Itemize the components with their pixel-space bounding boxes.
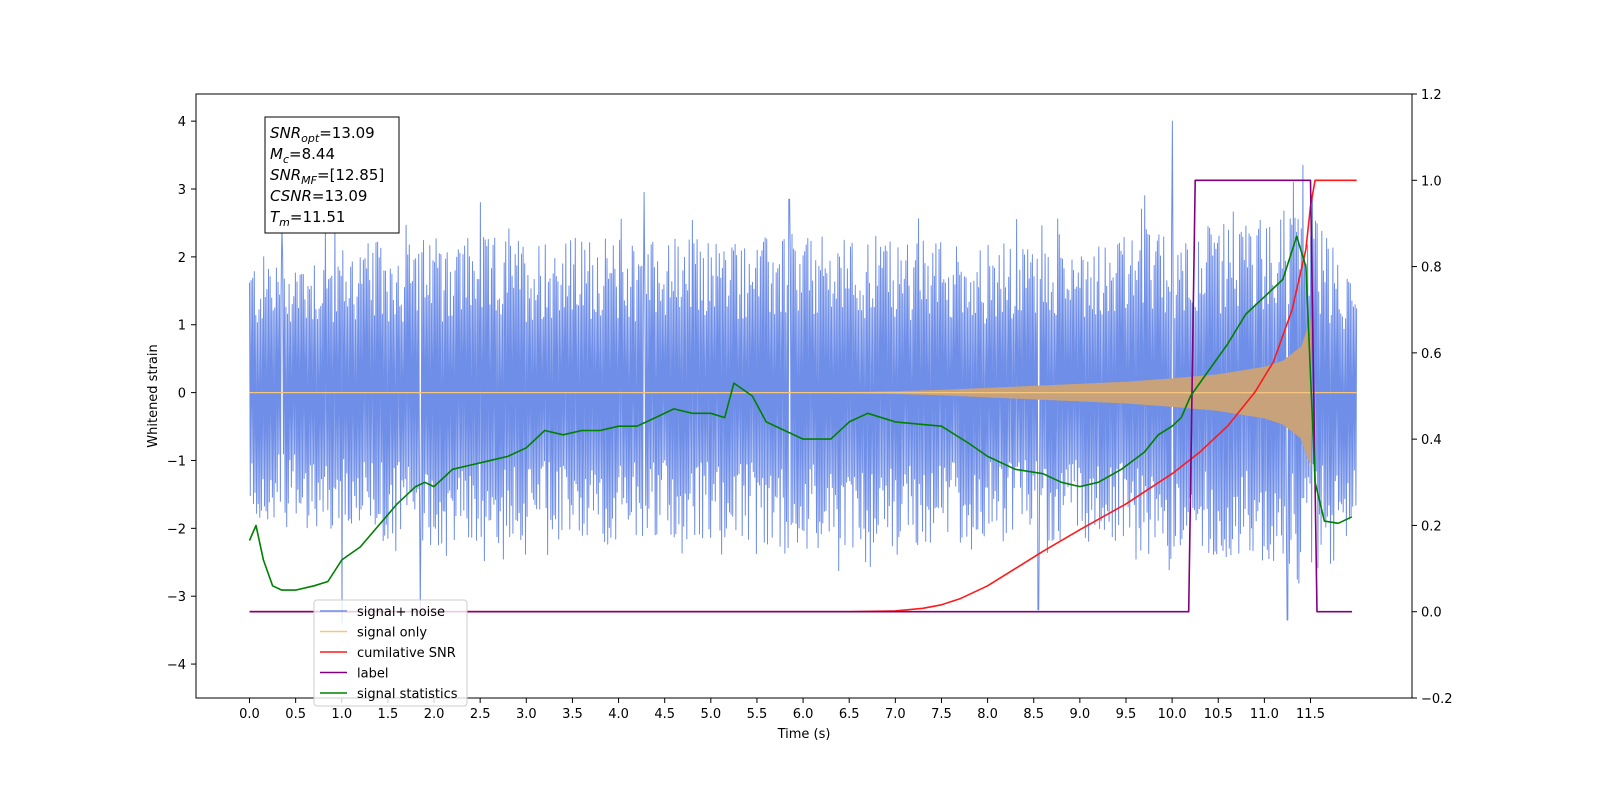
y-left-tick-label: −1 bbox=[167, 454, 186, 469]
series-signal-statistics bbox=[248, 235, 1353, 591]
y-right-tick-label: 1.2 bbox=[1421, 88, 1442, 103]
y-left-tick-label: 4 bbox=[178, 115, 186, 130]
x-tick-label: 5.0 bbox=[700, 707, 721, 722]
x-tick-label: 0.5 bbox=[285, 707, 306, 722]
annotation-line: SNRopt=13.09 bbox=[270, 124, 375, 145]
y-right-tick-label: −0.2 bbox=[1421, 692, 1453, 707]
y-right-tick-label: 0.0 bbox=[1421, 606, 1442, 621]
series-signal-noise bbox=[249, 120, 1358, 624]
legend: signal+ noise signal only cumilative SNR la… bbox=[313, 599, 468, 707]
y-axis-label: Whitened strain bbox=[146, 344, 161, 447]
x-axis-label: Time (s) bbox=[777, 727, 831, 742]
y-right-tick-label: 0.2 bbox=[1421, 519, 1442, 534]
x-tick-label: 10.0 bbox=[1158, 707, 1187, 722]
plot-area bbox=[248, 120, 1358, 624]
x-tick-label: 8.0 bbox=[977, 707, 998, 722]
series-cumulative-snr bbox=[249, 179, 1357, 613]
series-label bbox=[249, 179, 1352, 613]
x-tick-label: 7.0 bbox=[885, 707, 906, 722]
legend-entry: cumilative SNR bbox=[357, 646, 456, 661]
y-left-tick-label: −4 bbox=[167, 658, 186, 673]
x-tick-label: 1.5 bbox=[378, 707, 399, 722]
legend-entry: signal statistics bbox=[357, 687, 458, 702]
x-tick-label: 8.5 bbox=[1023, 707, 1044, 722]
x-tick-label: 9.0 bbox=[1070, 707, 1091, 722]
axis-ticks: 0.0 0.5 1.0 1.5 2.0 2.5 3.0 3.5 4.0 4.5 5.0 5.5 6.0 6… bbox=[167, 88, 1453, 722]
y-left-tick-label: 1 bbox=[178, 319, 186, 334]
x-tick-label: 11.0 bbox=[1250, 707, 1279, 722]
y-right-tick-label: 1.0 bbox=[1421, 174, 1442, 189]
legend-entry: label bbox=[357, 667, 388, 682]
legend-entry: signal+ noise bbox=[357, 605, 445, 620]
y-right-tick-label: 0.8 bbox=[1421, 261, 1442, 276]
x-tick-label: 3.5 bbox=[562, 707, 583, 722]
y-right-tick-label: 0.4 bbox=[1421, 433, 1442, 448]
y-left-tick-label: 3 bbox=[178, 183, 186, 198]
legend-frame bbox=[313, 599, 468, 707]
y-left-tick-label: 2 bbox=[178, 251, 186, 266]
annotation-box: SNRopt=13.09Mc=8.44SNRMF=[12.85]CSNR=13.… bbox=[264, 116, 400, 234]
axes-frame bbox=[195, 93, 1413, 699]
x-tick-label: 7.5 bbox=[931, 707, 952, 722]
x-tick-label: 0.0 bbox=[239, 707, 260, 722]
annotation-frame bbox=[264, 116, 400, 234]
x-tick-label: 3.0 bbox=[516, 707, 537, 722]
annotation-line: SNRMF=[12.85] bbox=[270, 166, 384, 187]
x-tick-label: 6.5 bbox=[839, 707, 860, 722]
x-tick-label: 11.5 bbox=[1296, 707, 1325, 722]
x-tick-label: 4.5 bbox=[654, 707, 675, 722]
x-tick-label: 9.5 bbox=[1116, 707, 1137, 722]
annotation-line: Tm=11.51 bbox=[270, 208, 345, 229]
legend-entry: signal only bbox=[357, 626, 427, 641]
x-tick-label: 5.5 bbox=[747, 707, 768, 722]
x-tick-label: 1.0 bbox=[331, 707, 352, 722]
annotation-line: CSNR=13.09 bbox=[270, 187, 367, 205]
y-left-tick-label: 0 bbox=[178, 387, 186, 402]
y-right-tick-label: 0.6 bbox=[1421, 347, 1442, 362]
annotation-line: Mc=8.44 bbox=[270, 145, 335, 166]
y-left-tick-label: −2 bbox=[167, 522, 186, 537]
x-tick-label: 6.0 bbox=[793, 707, 814, 722]
x-tick-label: 4.0 bbox=[608, 707, 629, 722]
y-left-tick-label: −3 bbox=[167, 590, 186, 605]
x-tick-label: 2.5 bbox=[470, 707, 491, 722]
x-tick-label: 10.5 bbox=[1204, 707, 1233, 722]
x-tick-label: 2.0 bbox=[424, 707, 445, 722]
